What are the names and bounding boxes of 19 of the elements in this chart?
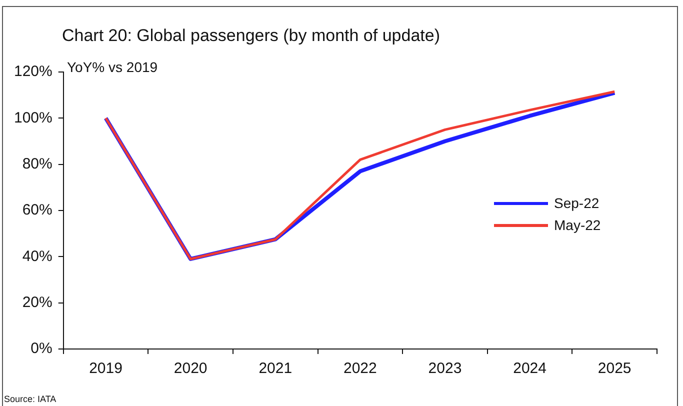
x-tick-label: 2019 [89,360,122,378]
y-tick-label: 60% [22,202,52,219]
x-tick-label: 2022 [343,360,377,378]
x-tick-label: 2025 [598,360,632,378]
y-tick-label: 40% [22,248,52,265]
legend-label: Sep-22 [554,195,600,211]
y-tick-label: 80% [22,155,52,172]
legend-label: May-22 [554,217,601,233]
y-tick-label: 0% [30,340,52,358]
chart-title: Chart 20: Global passengers (by month of update) [62,26,440,46]
x-tick-label: 2020 [174,360,208,378]
y-tick-label: 120% [14,63,52,80]
y-tick-label: 20% [22,294,52,311]
y-tick-label: 100% [14,109,52,126]
x-tick-label: 2023 [428,360,462,378]
y-axis-title: YoY% vs 2019 [67,59,158,75]
x-tick-label: 2021 [258,360,292,378]
x-tick-label: 2024 [513,360,546,378]
source-note: Source: IATA [4,394,56,404]
